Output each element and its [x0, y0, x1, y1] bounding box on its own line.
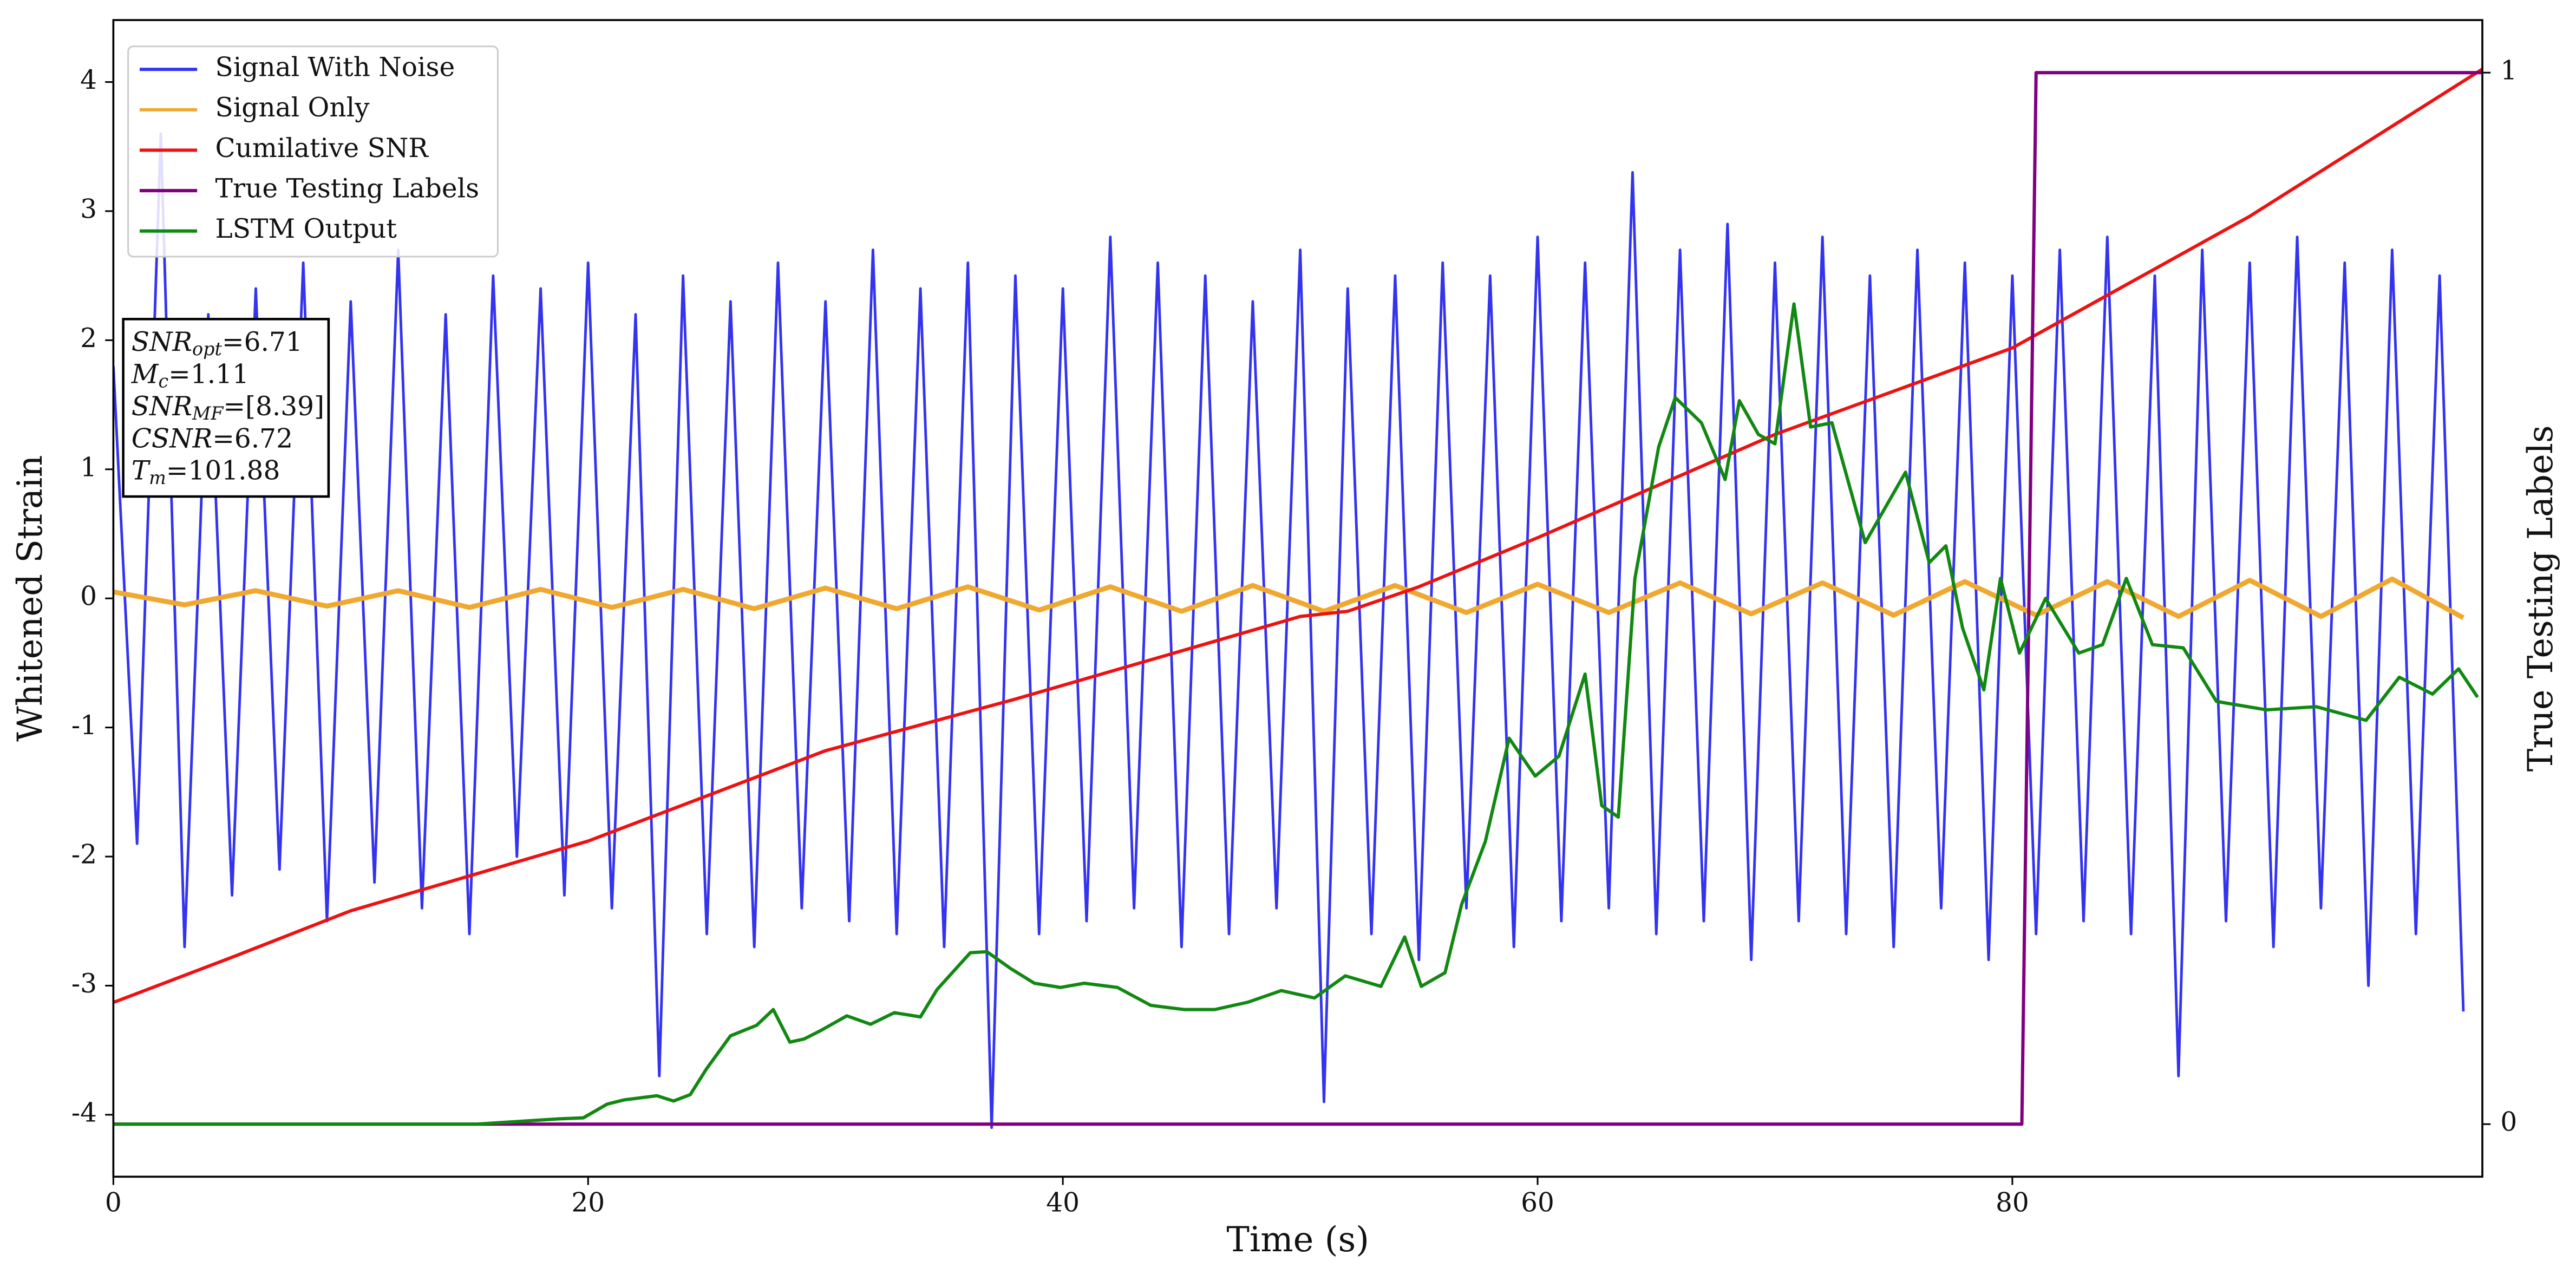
y-tick-label: 1: [80, 452, 97, 482]
y2-tick-label: 1: [2500, 56, 2517, 86]
series-line: [113, 132, 2465, 1129]
annotation-symbol: M: [131, 359, 159, 389]
annotation-line: Tm=101.88: [132, 455, 280, 488]
annotation-line: CSNR=6.72: [132, 423, 293, 454]
annotation-line: SNRMF=[8.39]: [132, 391, 324, 424]
annotation-symbol: SNR: [132, 391, 192, 421]
annotation-value: =6.71: [222, 326, 303, 357]
y-tick-label: 3: [80, 194, 97, 224]
x-axis-title: Time (s): [1226, 1220, 1369, 1260]
y-axis-title: Whitened Strain: [10, 455, 50, 742]
legend-label: True Testing Labels: [215, 174, 480, 204]
annotation: SNRopt=6.71Mc=1.11SNRMF=[8.39]CSNR=6.72T…: [122, 318, 330, 498]
series-line: [113, 576, 2465, 620]
annotation-subscript: m: [149, 467, 166, 488]
series-line: [113, 71, 2483, 1126]
y-tick-label: 0: [80, 582, 97, 612]
annotation-frame: [122, 318, 330, 498]
x-tick-label: 40: [1046, 1187, 1080, 1218]
y-tick-label: -1: [71, 710, 97, 741]
x-tick-label: 0: [105, 1187, 122, 1218]
legend-label: LSTM Output: [215, 214, 397, 244]
annotation-value: =6.72: [212, 423, 293, 454]
legend-frame: [127, 45, 499, 258]
y-tick-label: -4: [71, 1097, 97, 1128]
legend-label: Signal Only: [215, 93, 370, 123]
annotation-symbol: CSNR: [132, 423, 212, 454]
y-tick-label: -3: [71, 969, 97, 999]
x-tick-label: 20: [571, 1187, 605, 1218]
y2-tick-label: 0: [2500, 1107, 2517, 1138]
annotation-line: SNRopt=6.71: [132, 326, 303, 360]
annotation-symbol: SNR: [132, 326, 192, 357]
legend-label: Signal With Noise: [215, 53, 455, 83]
annotation-subscript: MF: [192, 403, 224, 424]
annotation-value: =1.11: [168, 359, 249, 389]
y2-axis-title: True Testing Labels: [2521, 425, 2561, 772]
x-tick-label: 60: [1521, 1187, 1554, 1218]
legend: Signal With Noise Signal Only Cumilative S…: [127, 45, 499, 258]
legend-label: Cumilative SNR: [215, 133, 429, 164]
annotation-subscript: opt: [192, 338, 222, 360]
annotation-value: =[8.39]: [223, 391, 324, 421]
series-line: [113, 302, 2479, 1126]
annotation-symbol: T: [132, 455, 151, 486]
annotation-line: Mc=1.11: [131, 359, 249, 392]
annotation-subscript: c: [158, 370, 168, 391]
series-line: [113, 68, 2483, 1004]
annotation-value: =101.88: [166, 455, 280, 486]
y-tick-label: 4: [80, 65, 97, 95]
x-tick-label: 80: [1996, 1187, 2029, 1218]
y-tick-label: 2: [80, 323, 97, 354]
y-tick-label: -2: [71, 840, 97, 870]
